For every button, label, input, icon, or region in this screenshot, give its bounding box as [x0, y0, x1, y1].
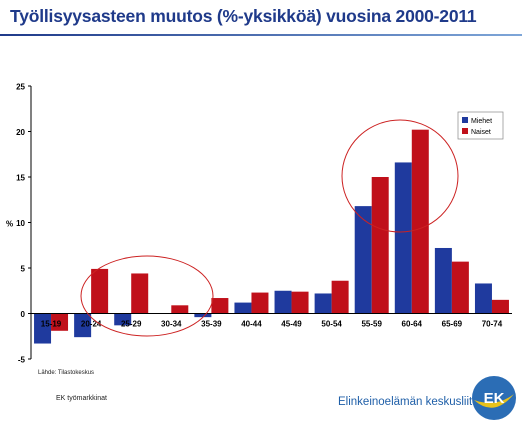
bar-naiset-20-24	[91, 268, 109, 314]
bar-naiset-35-39	[211, 298, 229, 314]
y-tick-label: 5	[21, 265, 26, 274]
y-tick-label: 0	[21, 310, 26, 319]
bar-miehet-35-39	[194, 313, 212, 318]
annotation-circle-older	[341, 119, 459, 233]
bar-miehet-40-44	[234, 302, 252, 314]
title-underline	[0, 34, 522, 36]
bar-miehet-70-74	[474, 283, 492, 314]
bar-naiset-30-34	[171, 305, 189, 314]
x-tick-label: 70-74	[482, 320, 503, 329]
organization-name: Elinkeinoelämän keskusliitto	[338, 396, 482, 408]
page-title: Työllisyysasteen muutos (%-yksikköä) vuo…	[10, 6, 477, 26]
bar-miehet-25-29	[114, 313, 132, 326]
bar-miehet-60-64	[394, 162, 412, 314]
legend-swatch-naiset	[462, 128, 468, 134]
bar-naiset-25-29	[131, 273, 149, 314]
x-tick-label: 15-19	[41, 320, 62, 329]
legend-box	[457, 111, 504, 140]
footer-department: EK työmarkkinat	[56, 395, 107, 402]
legend-label-miehet: Miehet	[471, 118, 492, 125]
y-tick-label: 15	[16, 174, 25, 183]
bar-naiset-15-19	[51, 313, 69, 331]
annotation-circle-young	[80, 255, 214, 337]
legend-label-naiset: Naiset	[471, 129, 491, 136]
bar-naiset-60-64	[411, 129, 429, 314]
y-tick-label: 25	[16, 83, 25, 92]
bar-naiset-40-44	[251, 292, 269, 314]
bar-naiset-50-54	[331, 280, 349, 314]
bar-miehet-65-69	[434, 247, 452, 314]
x-tick-label: 60-64	[402, 320, 423, 329]
x-tick-label: 25-29	[121, 320, 142, 329]
x-tick-label: 20-24	[81, 320, 102, 329]
bar-miehet-55-59	[354, 206, 372, 314]
y-tick-label: 20	[16, 128, 25, 137]
source-note: Lähde: Tilastokeskus	[38, 370, 95, 376]
ek-logo: EK	[472, 376, 516, 420]
y-tick-label: 10	[16, 219, 25, 228]
x-tick-label: 65-69	[442, 320, 463, 329]
bar-naiset-70-74	[491, 299, 509, 314]
x-tick-label: 30-34	[161, 320, 182, 329]
logo-text: EK	[484, 390, 505, 407]
bar-naiset-45-49	[291, 291, 309, 314]
legend-swatch-miehet	[462, 117, 468, 123]
bar-miehet-15-19	[34, 313, 52, 344]
bar-miehet-20-24	[74, 313, 92, 338]
y-axis-label: %	[6, 220, 13, 229]
bar-miehet-45-49	[274, 290, 292, 314]
x-tick-label: 55-59	[361, 320, 382, 329]
bar-naiset-65-69	[451, 261, 469, 314]
x-tick-label: 45-49	[281, 320, 302, 329]
bar-miehet-50-54	[314, 293, 332, 314]
x-tick-label: 40-44	[241, 320, 262, 329]
x-tick-label: 50-54	[321, 320, 342, 329]
x-tick-label: 35-39	[201, 320, 222, 329]
bar-naiset-55-59	[371, 177, 389, 314]
y-tick-label: -5	[18, 356, 26, 365]
